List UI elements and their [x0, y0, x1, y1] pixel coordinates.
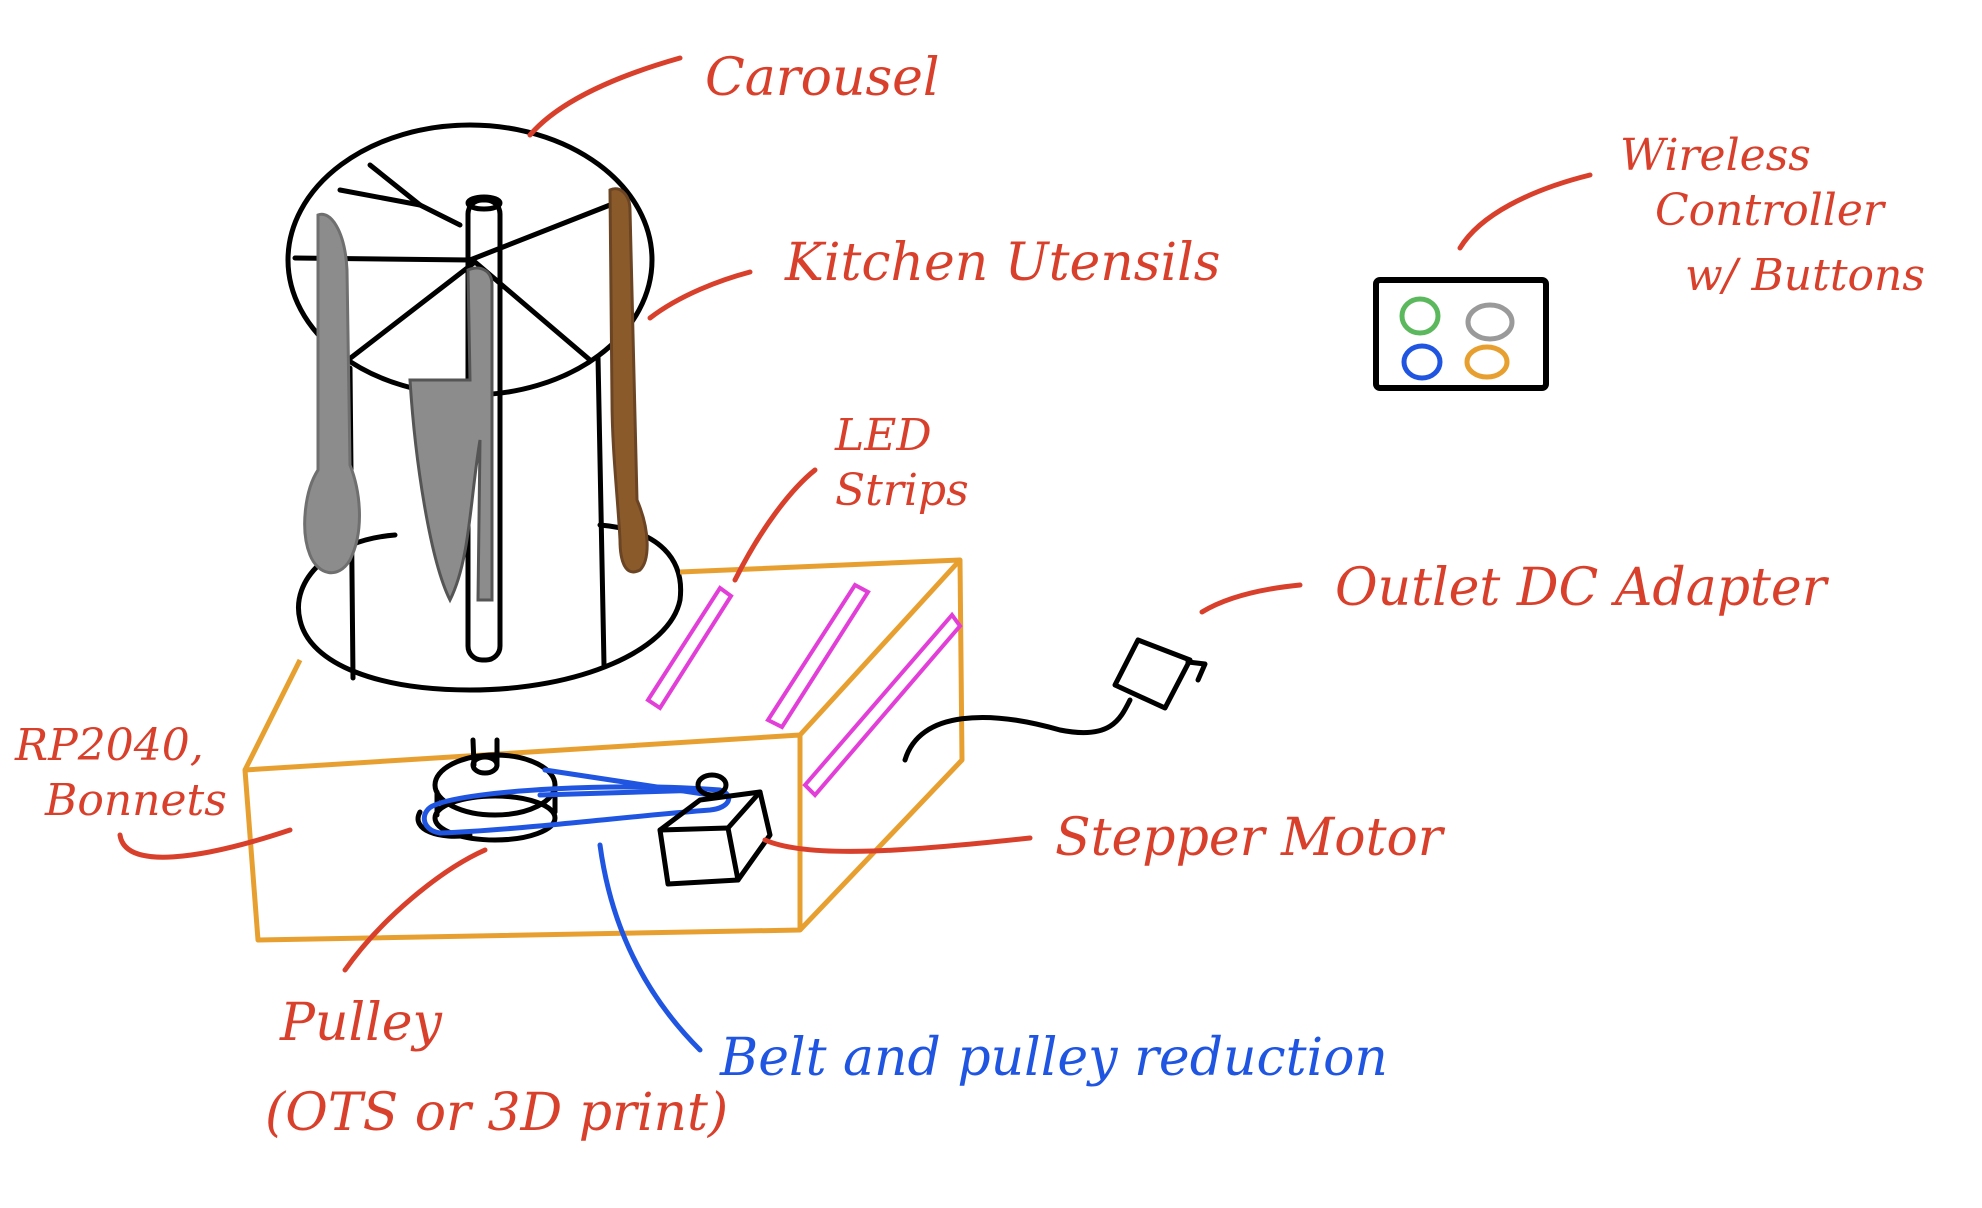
kitchen-utensils-drawing [303, 187, 649, 604]
label-rp2040-line1: RP2040, [14, 720, 204, 771]
label-outlet-dc-adapter: Outlet DC Adapter [1335, 558, 1830, 618]
label-rp2040-line2: Bonnets [44, 775, 227, 826]
gray-button [1465, 302, 1515, 342]
label-pulley-line2: (OTS or 3D print) [265, 1083, 728, 1143]
dc-adapter-drawing [902, 637, 1208, 763]
label-wireless-line3: w/ Buttons [1685, 250, 1925, 301]
leader-lines [117, 55, 1593, 1053]
wooden-spoon-utensil [608, 187, 649, 574]
annotation-labels: Carousel Kitchen Utensils Wireless Contr… [14, 48, 1925, 1143]
label-carousel: Carousel [705, 48, 940, 108]
label-wireless-line1: Wireless [1620, 130, 1811, 181]
blue-button [1401, 343, 1443, 381]
label-led-line2: Strips [835, 465, 969, 516]
belt-drawing [421, 767, 732, 836]
label-stepper-motor: Stepper Motor [1055, 808, 1446, 868]
orange-button [1464, 344, 1510, 380]
electronics-enclosure [242, 557, 965, 943]
label-pulley-line1: Pulley [279, 993, 443, 1053]
knife-utensil [408, 266, 494, 604]
label-led-line1: LED [834, 410, 932, 461]
green-button [1399, 296, 1441, 336]
spatula-utensil [303, 212, 361, 575]
label-belt-and-pulley: Belt and pulley reduction [719, 1028, 1388, 1088]
label-kitchen-utensils: Kitchen Utensils [784, 233, 1220, 293]
label-wireless-line2: Controller [1655, 185, 1887, 236]
led-strips-drawing [645, 582, 963, 798]
stepper-motor-drawing [657, 772, 773, 887]
wireless-controller-drawing [1373, 277, 1549, 391]
